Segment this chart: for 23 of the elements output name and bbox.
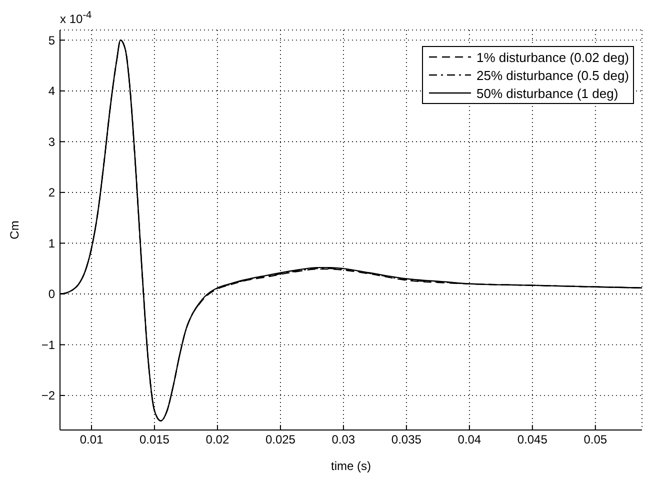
x-tick-label: 0.01 [80, 432, 104, 447]
x-tick-label: 0.03 [332, 432, 356, 447]
x-tick-label: 0.02 [206, 432, 230, 447]
y-tick-label: 4 [48, 84, 56, 98]
y-tick-label: 3 [48, 134, 56, 149]
x-tick-label: 0.045 [517, 432, 548, 447]
x-tick-label: 0.04 [458, 432, 482, 447]
y-tick-label: 0 [48, 287, 56, 302]
y-axis-title: Cm [7, 220, 22, 240]
text: x 10$^{-4}$ [60, 10, 92, 26]
legend-label: 1% disturbance (0.02 deg) [476, 50, 629, 64]
x-tick-label: 0.035 [391, 432, 422, 447]
x-tick-label: 0.015 [139, 432, 170, 447]
y-tick-label: 2 [48, 186, 56, 200]
x-axis-title: time (s) [331, 459, 371, 473]
y-tick-label: 1 [48, 236, 56, 250]
y-tick-label: −1 [41, 338, 56, 352]
y-tick-label: −2 [41, 388, 56, 403]
legend-label: 25% disturbance (0.5 deg) [476, 68, 629, 82]
y-tick-label: 5 [48, 33, 56, 48]
x-tick-label: 0.05 [584, 432, 608, 447]
x-tick-label: 0.025 [265, 432, 296, 447]
legend-label: 50% disturbance (1 deg) [476, 86, 618, 100]
